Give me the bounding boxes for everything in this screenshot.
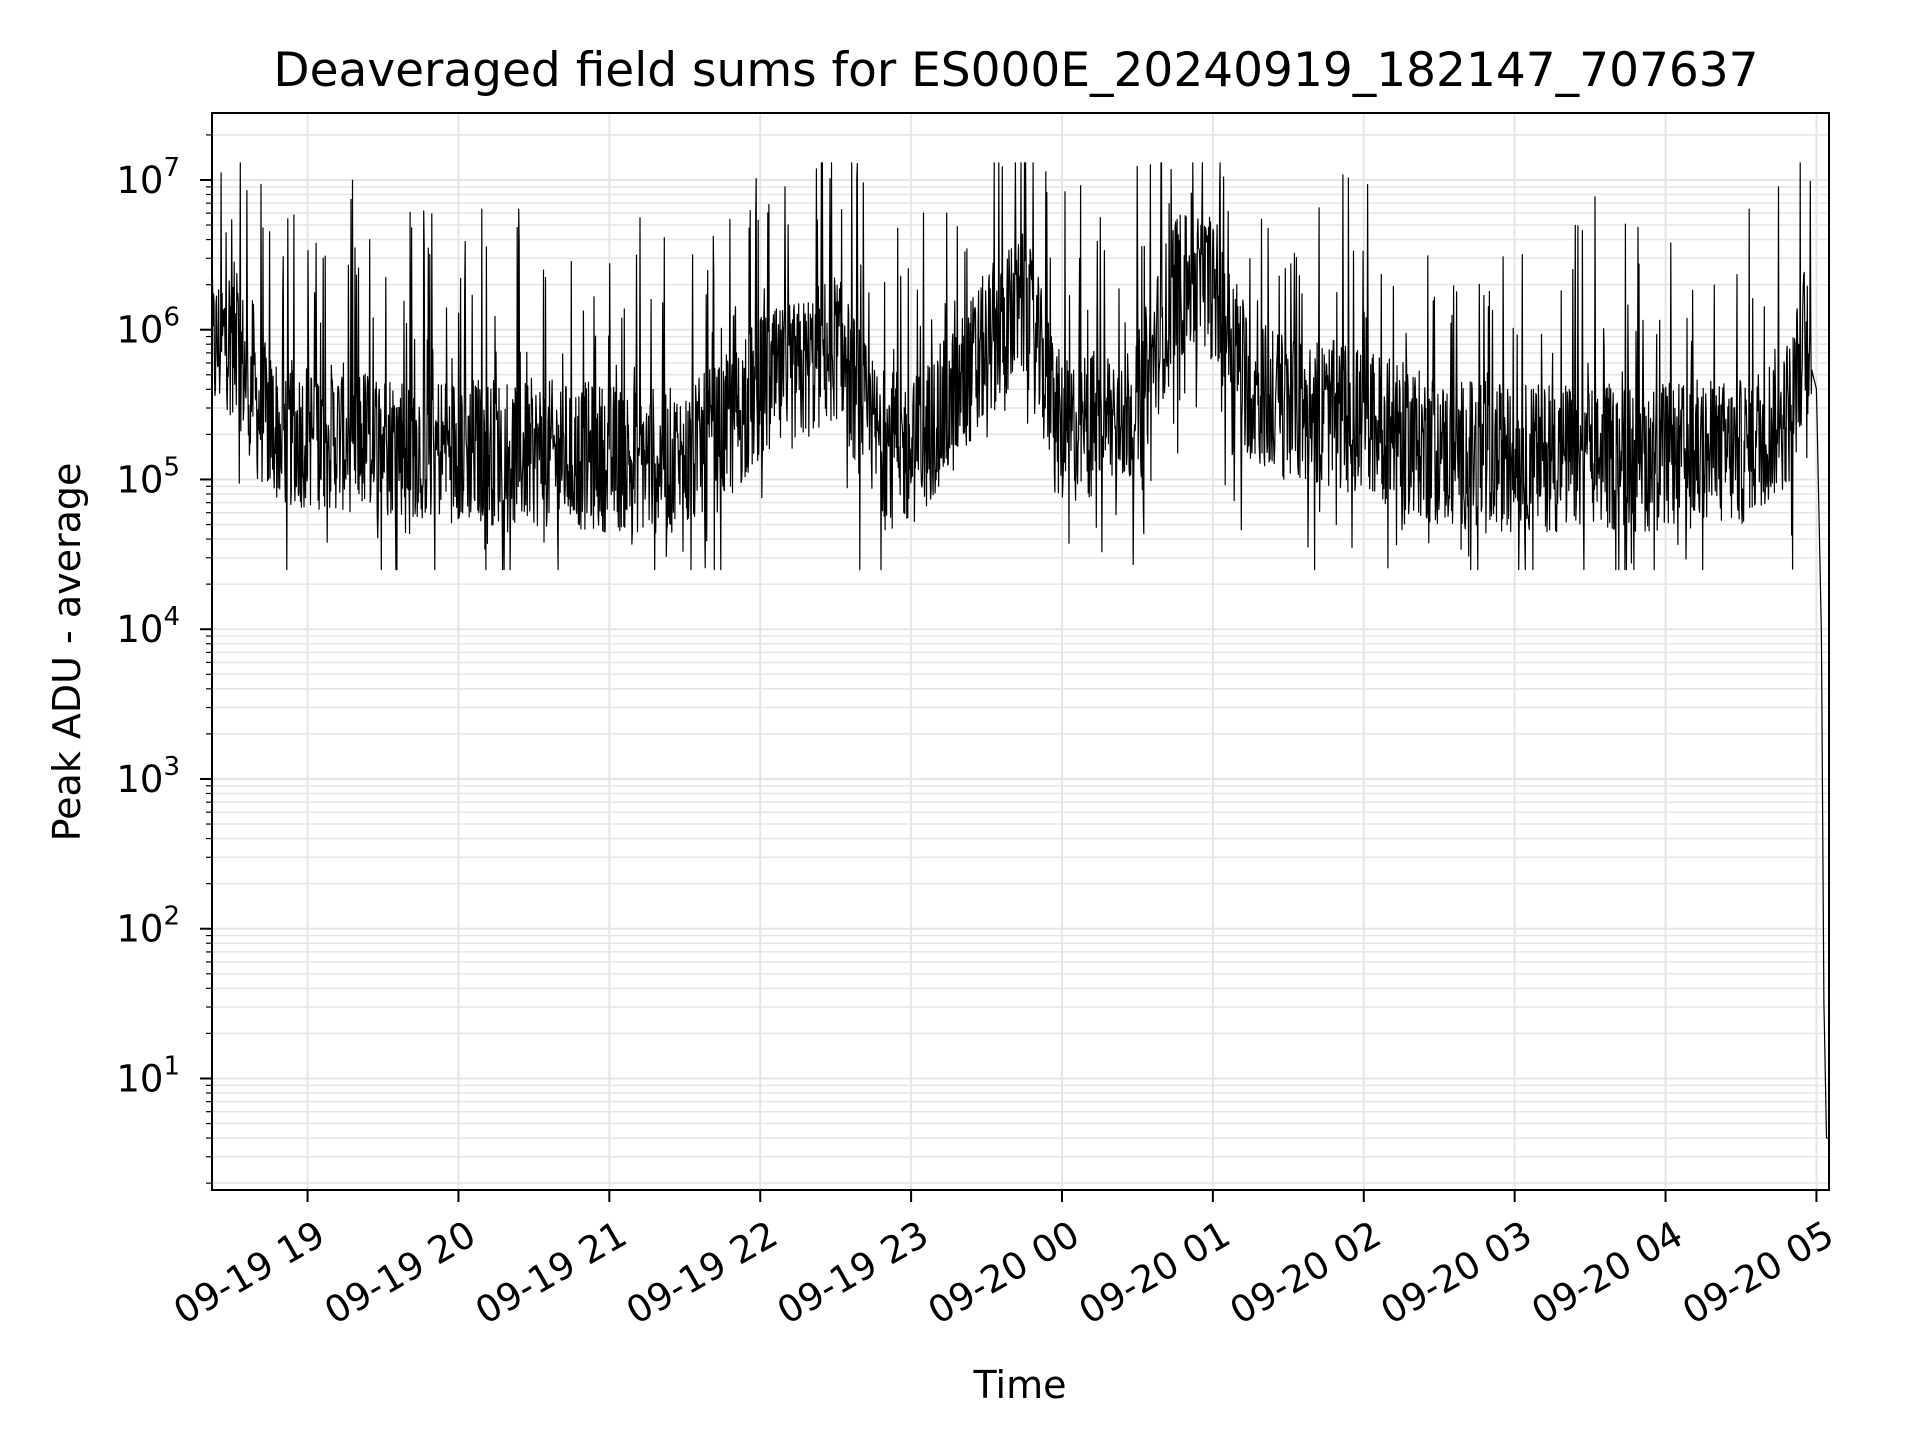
y-tick-exponent: 1 [163,1051,180,1081]
y-tick-exponent: 7 [163,153,180,183]
y-tick-label: 104 [116,602,180,651]
y-tick-label: 105 [116,452,180,501]
y-tick-label: 107 [116,153,180,202]
y-tick-exponent: 5 [163,452,180,482]
y-tick-exponent: 3 [163,752,180,782]
y-tick-label: 103 [116,752,180,801]
grid [212,113,1829,1190]
y-tick-exponent: 6 [163,303,180,333]
y-tick-label: 102 [116,902,180,951]
y-tick-label: 106 [116,303,180,352]
x-axis-label: Time [973,1363,1067,1407]
y-tick-label: 101 [116,1051,180,1100]
chart-title: Deaveraged field sums for ES000E_2024091… [273,43,1758,98]
plot-frame [211,112,1830,1191]
series-layer [211,162,1830,1139]
y-axis: 101 102 103 104 105 106 107 [116,134,212,1184]
y-axis-label: Peak ADU - average [45,463,89,842]
y-tick-exponent: 2 [163,902,180,932]
series-line [211,162,1830,1139]
y-tick-exponent: 4 [163,602,180,632]
